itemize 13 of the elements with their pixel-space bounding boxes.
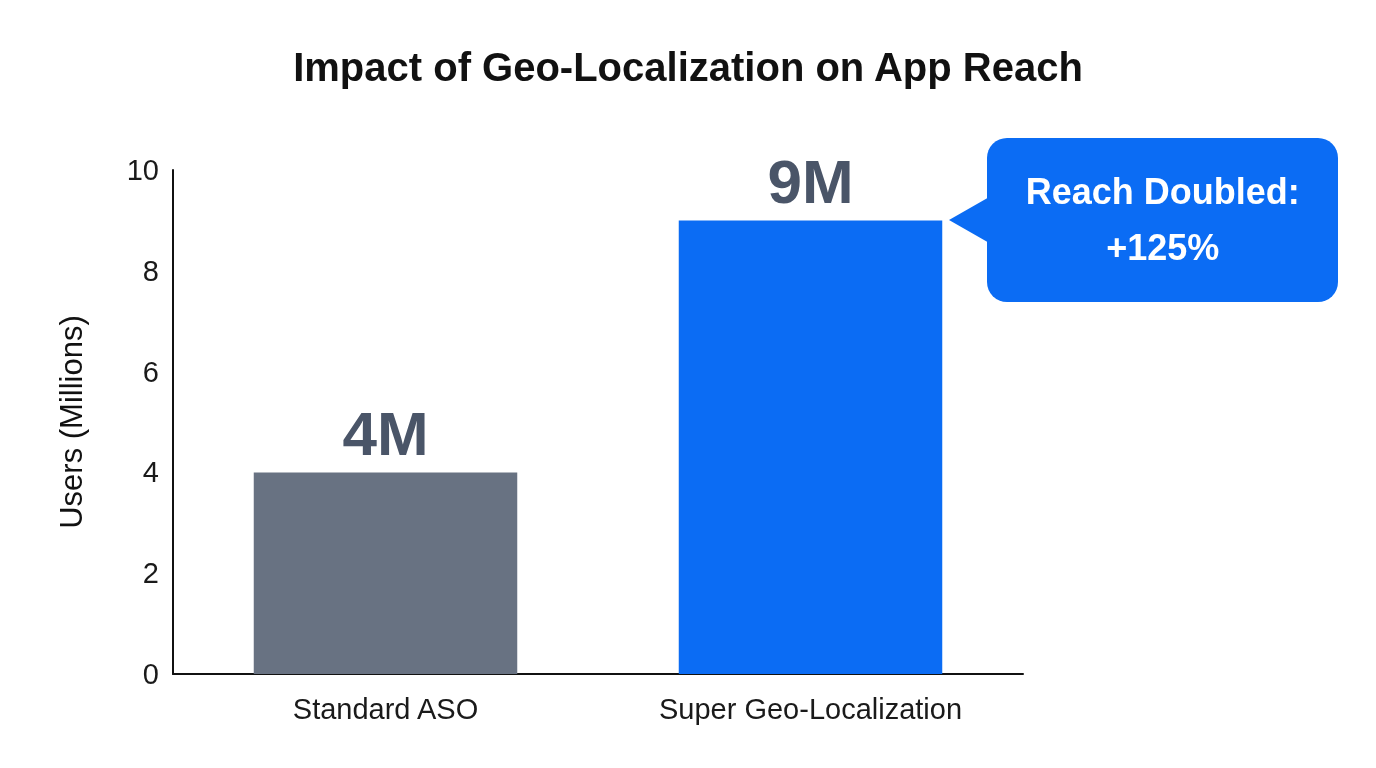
x-tick-label: Standard ASO: [292, 692, 479, 725]
data-label: 9M: [767, 146, 854, 216]
data-label: 4M: [342, 398, 429, 468]
y-tick-label: 6: [142, 355, 159, 388]
y-tick-label: 4: [142, 456, 159, 489]
x-tick-label: Super Geo-Localization: [658, 692, 963, 725]
y-axis-title: Users (Millions): [54, 315, 89, 529]
y-tick-label: 10: [126, 154, 159, 186]
y-tick-label: 2: [142, 557, 159, 590]
chart-title: Impact of Geo-Localization on App Reach: [293, 45, 1083, 89]
text: Reach Doubled: +125%: [1024, 170, 1301, 271]
y-tick-label: 0: [142, 658, 159, 690]
y-tick-label: 8: [142, 254, 159, 287]
